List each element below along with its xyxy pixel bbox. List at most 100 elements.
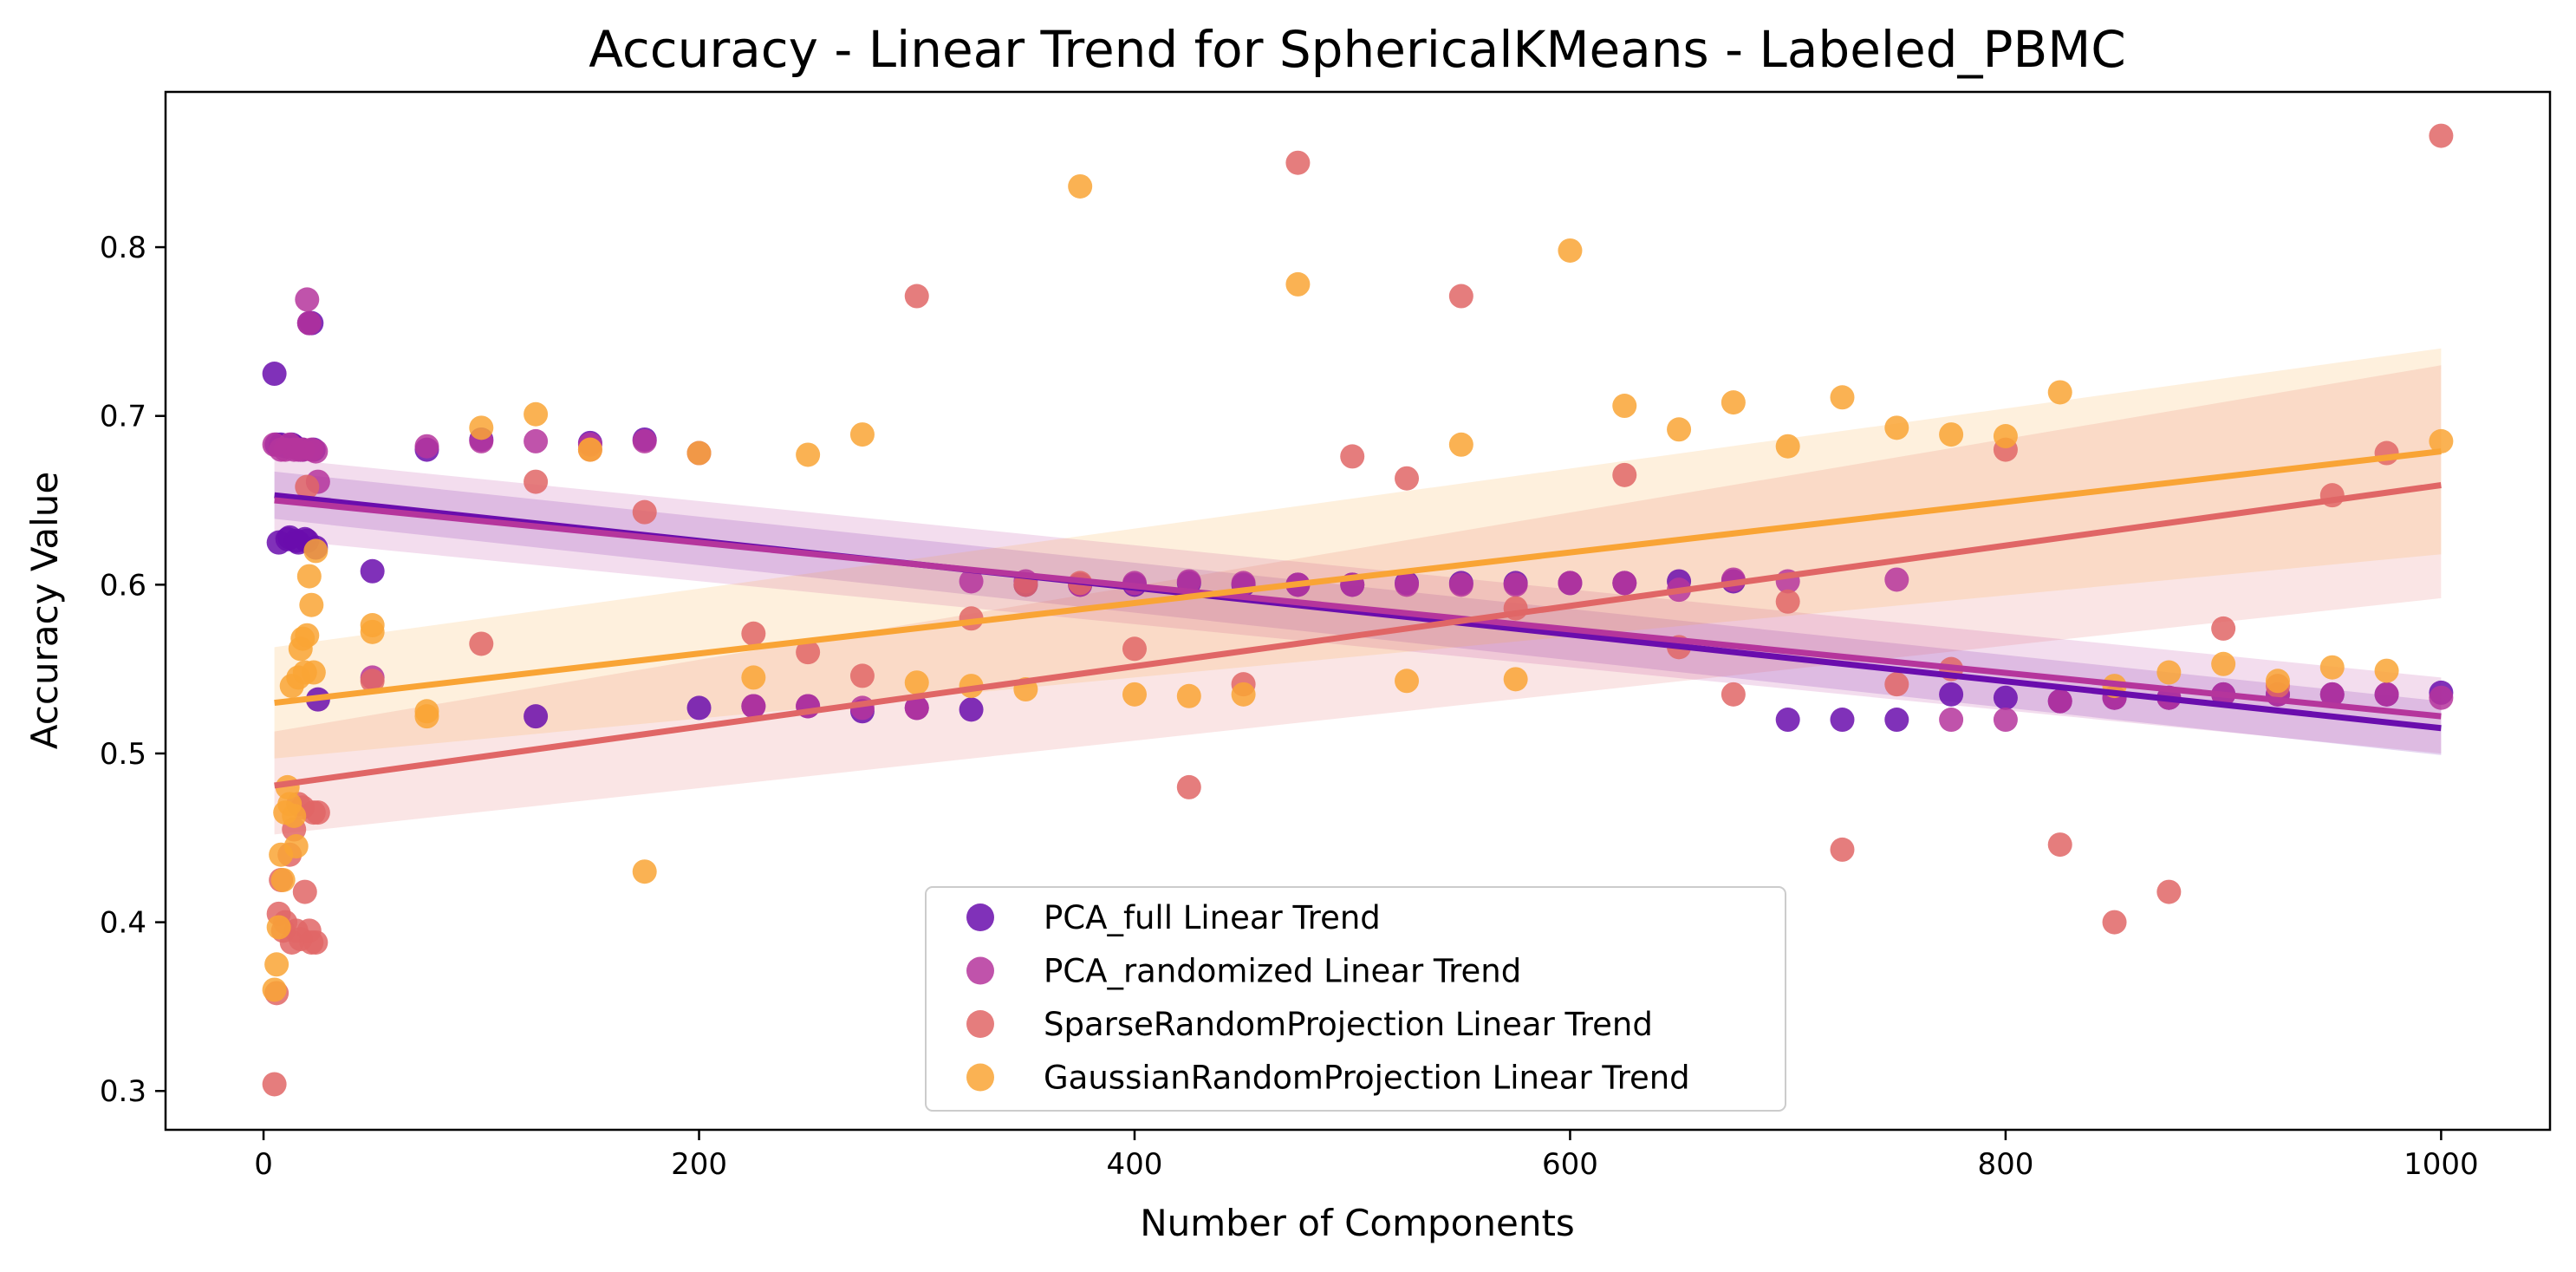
data-point-s2-55 [2429,123,2454,148]
data-point-s3-49 [1884,415,1909,440]
data-point-s0-26 [686,695,712,721]
data-point-s2-42 [1721,682,1746,707]
data-point-s3-36 [1122,682,1147,707]
confidence-band-2 [274,365,2442,835]
legend-box [925,886,1786,1112]
legend-marker-3 [966,1063,994,1092]
data-point-s3-35 [1068,173,1093,199]
data-point-s2-48 [2047,832,2072,858]
x-tick-label: 1000 [2404,1147,2479,1182]
data-point-s1-32 [1448,572,1473,597]
trend-lines [274,448,2442,789]
y-tick-label: 0.6 [100,568,146,603]
data-point-s1-40 [1939,708,1964,733]
trend-line-3 [274,448,2442,707]
data-point-s1-19 [741,694,766,719]
data-point-s0-48 [1884,708,1909,733]
data-point-s1-39 [1884,567,1909,592]
data-point-s1-8 [296,310,322,336]
data-point-s2-27 [849,663,875,688]
data-point-s3-54 [2156,660,2182,685]
chart-title: Accuracy - Linear Trend for SphericalKMe… [589,20,2126,79]
data-point-s3-50 [1939,422,1964,447]
legend-label-1: PCA_randomized Linear Trend [1044,953,1521,990]
x-tick-label: 800 [1977,1147,2033,1182]
data-point-s3-31 [849,422,875,447]
data-point-s1-23 [959,569,984,594]
trend-line-1 [274,497,2442,720]
data-point-s3-42 [1503,667,1528,692]
data-point-s3-4 [270,867,296,892]
data-point-s3-17 [299,592,324,617]
data-point-s2-0 [262,1072,287,1097]
data-point-s2-49 [2102,910,2127,935]
data-point-s2-37 [1395,466,1420,491]
data-point-s3-26 [577,437,602,462]
data-point-s2-25 [741,621,766,646]
data-point-s1-41 [1993,708,2018,733]
data-point-s3-1 [264,952,289,977]
data-point-s1-15 [524,428,549,453]
data-point-s2-28 [904,284,929,309]
legend-marker-2 [966,1010,994,1038]
data-point-s2-51 [2211,616,2236,641]
data-point-s2-45 [1884,672,1909,697]
data-point-s1-13 [414,434,439,459]
data-point-s3-27 [632,859,657,884]
plot-frame [164,90,2552,1132]
data-point-s1-31 [1395,572,1420,597]
y-tick-label: 0.7 [100,400,146,434]
data-point-s1-35 [1612,571,1637,596]
data-point-s3-39 [1285,271,1311,297]
x-tick-label: 600 [1542,1147,1598,1182]
data-point-s2-43 [1775,589,1800,614]
data-point-s3-43 [1558,238,1583,263]
data-point-s3-59 [2429,428,2454,453]
data-point-s3-16 [296,564,322,589]
y-axis: 0.3 0.4 0.5 0.6 0.7 0.8 [100,231,166,1109]
legend-label-3: GaussianRandomProjection Linear Trend [1044,1060,1690,1097]
data-point-s3-44 [1612,394,1637,419]
data-point-s3-18 [301,660,326,685]
data-point-s1-17 [632,428,657,453]
data-point-s3-55 [2211,651,2236,676]
data-point-s3-57 [2319,655,2345,680]
data-point-s0-23 [524,704,549,729]
data-point-s2-35 [1285,150,1311,175]
data-point-s2-41 [1612,462,1637,487]
x-tick-label: 400 [1107,1147,1163,1182]
data-point-s3-41 [1395,669,1420,694]
data-point-s1-34 [1558,571,1583,596]
y-axis-label: Accuracy Value [23,472,66,749]
data-point-s1-47 [2319,682,2345,707]
data-point-s2-32 [1122,636,1147,662]
data-point-s2-24 [632,499,657,525]
legend-label-2: SparseRandomProjection Linear Trend [1044,1006,1653,1043]
data-point-s2-13 [292,879,317,904]
data-point-s3-52 [2047,380,2072,405]
data-point-s3-47 [1775,434,1800,459]
data-point-s3-19 [303,538,329,564]
data-point-s2-20 [360,669,385,694]
trend-line-2 [274,482,2442,789]
data-point-s1-7 [295,287,320,312]
y-tick-label: 0.8 [100,231,146,265]
data-point-s2-19 [305,800,330,825]
data-point-s3-56 [2265,669,2290,694]
data-point-s3-30 [796,442,821,467]
y-tick-label: 0.4 [100,906,146,941]
data-point-s2-26 [796,640,821,665]
data-point-s3-58 [2374,658,2399,683]
data-point-s2-21 [469,631,494,656]
x-tick-label: 200 [671,1147,727,1182]
data-point-s3-0 [262,977,287,1002]
data-point-s3-48 [1830,385,1855,410]
data-point-s1-10 [303,439,329,464]
data-point-s1-48 [2374,682,2399,707]
data-point-s3-51 [1993,424,2018,449]
y-tick-label: 0.5 [100,737,146,772]
data-point-s3-37 [1176,683,1201,708]
data-point-s3-21 [360,619,385,644]
data-point-s2-36 [1340,444,1365,469]
